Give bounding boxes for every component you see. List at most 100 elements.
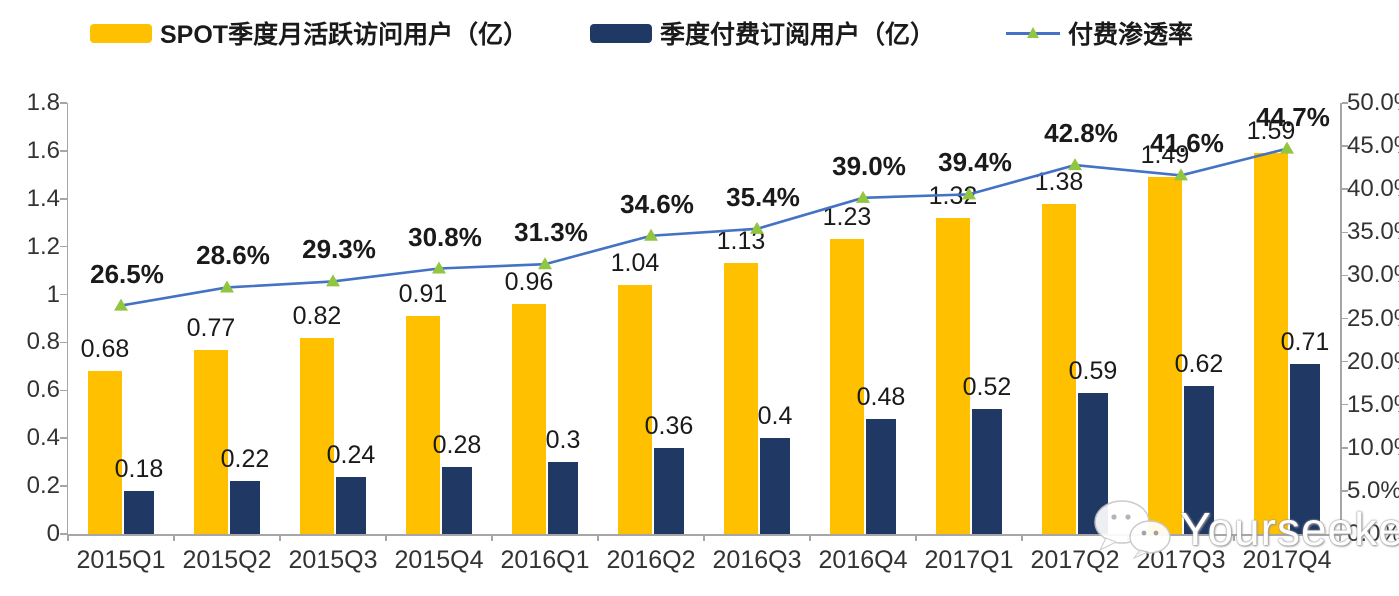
mau-value-label: 1.32 (928, 181, 978, 210)
left-tick-mark (60, 389, 67, 392)
x-tick-mark (703, 534, 705, 541)
left-tick-mark (60, 150, 67, 152)
bar-subscribers-2015Q1 (124, 490, 154, 534)
penetration-pct-label: 34.6% (620, 188, 694, 219)
wechat-icon (1094, 500, 1171, 560)
triangle-marker-icon (644, 228, 658, 241)
left-tick-mark (60, 533, 67, 535)
subscribers-value-label: 0.18 (114, 454, 164, 483)
right-tick-mark (1341, 231, 1348, 234)
x-axis-category-label: 2017Q2 (1030, 546, 1120, 574)
right-axis-tick-label: 45.0% (1347, 132, 1399, 160)
penetration-line-swatch-icon (1006, 23, 1060, 43)
triangle-marker-icon (220, 280, 234, 293)
mau-value-label: 1.59 (1246, 117, 1296, 146)
bar-mau-2015Q2 (194, 349, 228, 534)
right-axis-line (1340, 103, 1342, 534)
left-axis-tick-label: 0.6 (26, 376, 60, 404)
right-tick-mark (1341, 102, 1348, 104)
mau-value-label: 0.77 (186, 313, 236, 342)
right-tick-mark (1341, 274, 1348, 277)
legend-label-mau: SPOT季度月活跃访问用户（亿） (160, 21, 529, 49)
bar-mau-2016Q3 (724, 263, 758, 534)
x-tick-mark (173, 534, 175, 541)
bar-subscribers-2015Q4 (442, 466, 472, 534)
penetration-pct-label: 41.6% (1150, 128, 1224, 159)
x-axis-category-label: 2016Q2 (606, 546, 696, 574)
legend-item-subscribers: 季度付费订阅用户（亿） (590, 18, 936, 49)
penetration-pct-label: 39.0% (832, 150, 906, 181)
x-axis-category-label: 2017Q1 (924, 546, 1014, 574)
right-axis-tick-label: 35.0% (1347, 218, 1399, 246)
x-tick-mark (67, 534, 69, 541)
subscribers-value-label: 0.4 (757, 402, 793, 431)
x-tick-mark (809, 534, 811, 541)
right-axis-tick-label: 25.0% (1347, 304, 1399, 332)
subscribers-value-label: 0.22 (220, 445, 270, 474)
watermark: Yourseeker (1088, 496, 1399, 562)
mau-value-label: 1.13 (716, 227, 766, 256)
triangle-marker-icon (326, 274, 340, 287)
left-axis-line (66, 103, 68, 534)
subscribers-value-label: 0.36 (644, 411, 694, 440)
x-axis-category-label: 2015Q4 (394, 546, 484, 574)
triangle-marker-icon (856, 190, 870, 203)
right-axis-tick-label: 20.0% (1347, 347, 1399, 375)
penetration-pct-label: 44.7% (1256, 101, 1330, 132)
right-tick-mark (1341, 533, 1348, 535)
left-tick-mark (60, 245, 67, 248)
x-tick-mark (385, 534, 387, 541)
left-axis-tick-label: 1.4 (26, 184, 60, 212)
mau-value-label: 1.04 (610, 248, 660, 277)
x-tick-mark (1339, 534, 1341, 541)
legend-label-penetration: 付费渗透率 (1068, 21, 1194, 49)
bar-subscribers-2015Q2 (230, 481, 260, 534)
x-axis-category-label: 2016Q4 (818, 546, 908, 574)
x-axis-category-label: 2016Q3 (712, 546, 802, 574)
triangle-marker-icon (432, 261, 446, 274)
subscribers-value-label: 0.24 (326, 440, 376, 469)
left-tick-mark (60, 102, 67, 104)
bar-subscribers-2016Q1 (548, 462, 578, 534)
penetration-pct-label: 30.8% (408, 221, 482, 252)
bar-subscribers-2015Q3 (336, 476, 366, 534)
penetration-pct-label: 26.5% (90, 258, 164, 289)
x-axis-category-label: 2016Q1 (500, 546, 590, 574)
bar-mau-2015Q4 (406, 316, 440, 534)
bar-mau-2015Q1 (88, 371, 122, 534)
bar-subscribers-2016Q3 (760, 438, 790, 534)
x-tick-mark (491, 534, 493, 541)
penetration-pct-label: 28.6% (196, 240, 270, 271)
watermark-text: Yourseeker (1180, 503, 1399, 555)
left-tick-mark (60, 485, 67, 487)
legend-item-mau: SPOT季度月活跃访问用户（亿） (90, 18, 529, 49)
mau-value-label: 0.82 (292, 301, 342, 330)
triangle-marker-icon (114, 298, 128, 311)
right-tick-mark (1341, 145, 1348, 147)
bar-subscribers-2017Q4 (1290, 363, 1320, 534)
penetration-pct-label: 39.4% (938, 147, 1012, 178)
bar-subscribers-2017Q3 (1184, 385, 1214, 534)
legend-label-subscribers: 季度付费订阅用户（亿） (660, 21, 936, 49)
subscribers-value-label: 0.28 (432, 430, 482, 459)
subscribers-value-label: 0.52 (962, 373, 1012, 402)
right-axis-tick-label: 5.0% (1347, 476, 1399, 504)
right-tick-mark (1341, 360, 1348, 363)
x-tick-mark (915, 534, 917, 541)
x-tick-mark (1021, 534, 1023, 541)
right-axis-tick-label: 40.0% (1347, 175, 1399, 203)
subscribers-value-label: 0.3 (545, 426, 581, 455)
left-tick-mark (60, 198, 67, 200)
right-tick-mark (1341, 317, 1348, 320)
right-tick-mark (1341, 403, 1348, 406)
right-axis-tick-label: 50.0% (1347, 89, 1399, 116)
left-axis-tick-label: 1.8 (26, 89, 60, 116)
left-tick-mark (60, 437, 67, 439)
right-axis-tick-label: 15.0% (1347, 390, 1399, 418)
left-axis-tick-label: 0.4 (26, 424, 60, 452)
mau-value-label: 0.91 (398, 280, 448, 309)
left-axis-tick-label: 1 (46, 280, 60, 308)
left-tick-mark (60, 293, 67, 296)
x-axis-category-label: 2017Q4 (1242, 546, 1332, 574)
